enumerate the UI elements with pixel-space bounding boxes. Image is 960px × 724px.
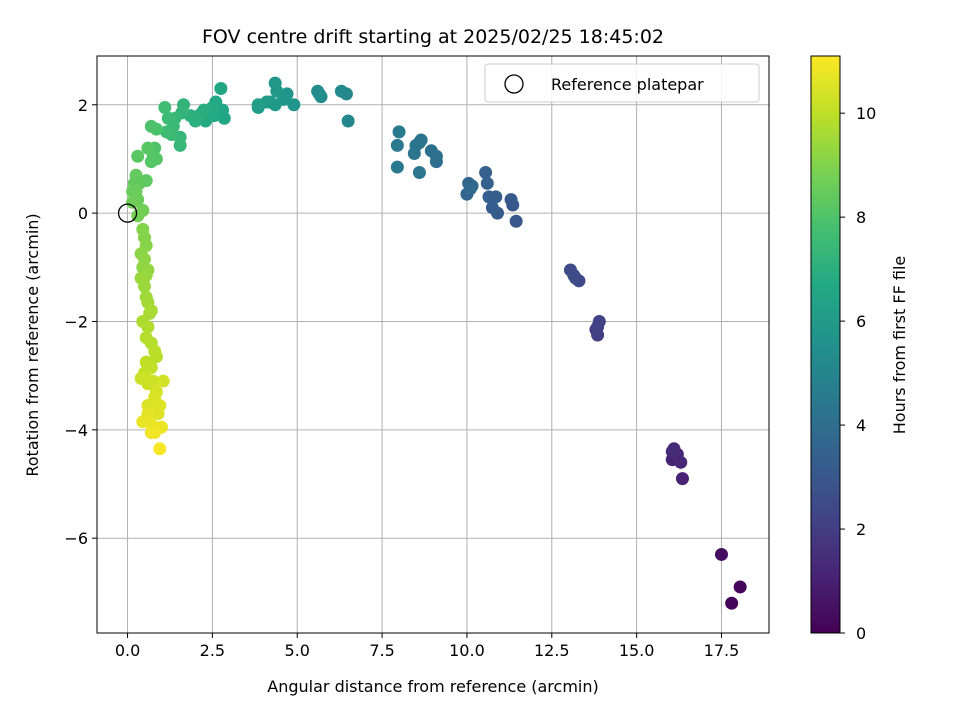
x-axis-ticks: 0.0 2.5 5.0 7.5 10.0 12.5 15.0 17.5 (115, 633, 739, 660)
data-point (390, 160, 404, 174)
data-point (146, 374, 160, 388)
data-point (463, 182, 477, 196)
data-point (675, 472, 689, 486)
colorbar-tick-label: 0 (856, 624, 866, 643)
data-point (733, 580, 747, 594)
data-point (287, 98, 301, 112)
colorbar (810, 55, 841, 634)
y-tick-label: −2 (64, 312, 88, 331)
colorbar-tick-label: 8 (856, 208, 866, 227)
data-point (665, 445, 679, 459)
data-point (144, 155, 158, 169)
data-point (412, 165, 426, 179)
reference-platepar-marker (117, 203, 138, 223)
data-point (141, 320, 155, 334)
y-tick-label: 0 (78, 204, 88, 223)
data-point (424, 144, 438, 158)
colorbar-tick-label: 6 (856, 312, 866, 331)
x-tick-label: 15.0 (619, 641, 655, 660)
plot-frame (96, 55, 770, 634)
colorbar-tick-label: 10 (856, 104, 876, 123)
data-point (161, 111, 175, 125)
data-point (334, 84, 348, 98)
data-point (591, 320, 605, 334)
data-point (392, 125, 406, 139)
data-point (214, 82, 228, 96)
data-point (482, 190, 496, 204)
x-tick-label: 0.0 (115, 641, 140, 660)
data-point (251, 98, 265, 112)
x-tick-label: 10.0 (449, 641, 485, 660)
grid (97, 56, 769, 633)
colorbar-tick-label: 4 (856, 416, 866, 435)
x-axis-label: Angular distance from reference (arcmin) (267, 677, 598, 696)
legend-reference-marker (504, 74, 524, 94)
legend-entry-label: Reference platepar (551, 75, 704, 94)
data-points (126, 76, 747, 610)
data-point (725, 596, 739, 610)
data-point (131, 149, 145, 163)
y-tick-label: −6 (64, 529, 88, 548)
data-point (567, 268, 581, 282)
data-point (153, 442, 167, 456)
data-point (156, 374, 170, 388)
data-point (129, 168, 143, 182)
legend-box (484, 63, 760, 103)
x-tick-label: 12.5 (534, 641, 570, 660)
legend: Reference platepar (484, 63, 760, 103)
x-tick-label: 2.5 (200, 641, 225, 660)
data-point (390, 138, 404, 152)
chart-title: FOV centre drift starting at 2025/02/25 … (202, 26, 664, 48)
data-point (341, 114, 355, 128)
data-point (151, 407, 165, 421)
data-point (312, 87, 326, 101)
data-point (138, 279, 152, 293)
data-point (126, 195, 140, 209)
x-tick-label: 5.0 (285, 641, 310, 660)
data-point (485, 201, 499, 215)
x-tick-label: 17.5 (704, 641, 740, 660)
data-point (148, 344, 162, 358)
data-point (270, 84, 284, 98)
y-tick-label: −4 (64, 421, 88, 440)
y-axis-label: Rotation from reference (arcmin) (23, 213, 42, 476)
y-tick-label: 2 (78, 96, 88, 115)
data-point (173, 138, 187, 152)
reference-marker-layer (117, 203, 138, 223)
data-point (160, 125, 174, 139)
x-tick-label: 7.5 (369, 641, 394, 660)
data-point (148, 426, 162, 440)
data-point (504, 193, 518, 207)
data-point (480, 176, 494, 190)
y-axis-ticks: −6 −4 −2 0 2 (64, 96, 97, 548)
data-point (509, 214, 523, 228)
data-point (144, 304, 158, 318)
data-point (158, 100, 172, 114)
data-point (144, 119, 158, 133)
colorbar-label: Hours from first FF file (890, 256, 909, 435)
data-point (479, 165, 493, 179)
data-point (407, 147, 421, 161)
data-point (714, 547, 728, 561)
colorbar-tick-label: 2 (856, 520, 866, 539)
colorbar-ticks: 0 2 4 6 8 10 (840, 104, 876, 643)
data-point (141, 141, 155, 155)
